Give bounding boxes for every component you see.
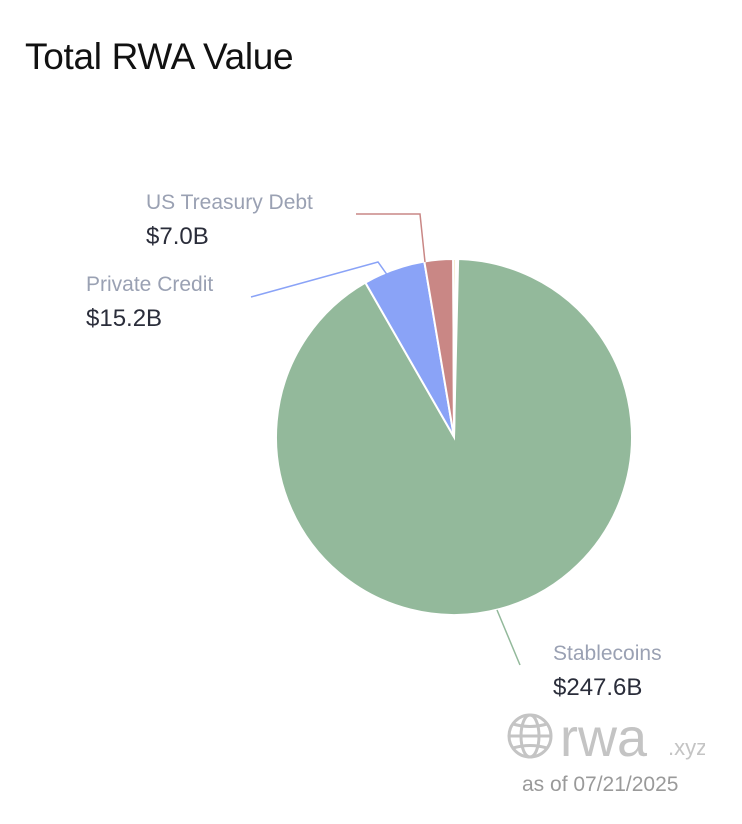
globe-icon	[507, 713, 553, 759]
slice-label: Stablecoins	[553, 642, 662, 665]
as-of-date: as of 07/21/2025	[522, 773, 679, 796]
leader-line	[356, 213, 426, 263]
chart-title: Total RWA Value	[25, 36, 294, 77]
leader-line	[496, 609, 521, 666]
leader-line	[250, 261, 389, 298]
logo-name: rwa	[560, 708, 648, 764]
slice-value: $7.0B	[146, 223, 209, 250]
logo-suffix: .xyz	[668, 735, 705, 760]
slice-value: $247.6B	[553, 674, 642, 701]
slice-value: $15.2B	[86, 305, 162, 332]
slice-label: US Treasury Debt	[146, 191, 313, 214]
slice-label: Private Credit	[86, 273, 213, 296]
pie-slice-other-5[interactable]	[453, 258, 460, 438]
rwa-logo: rwa .xyz	[505, 708, 707, 769]
